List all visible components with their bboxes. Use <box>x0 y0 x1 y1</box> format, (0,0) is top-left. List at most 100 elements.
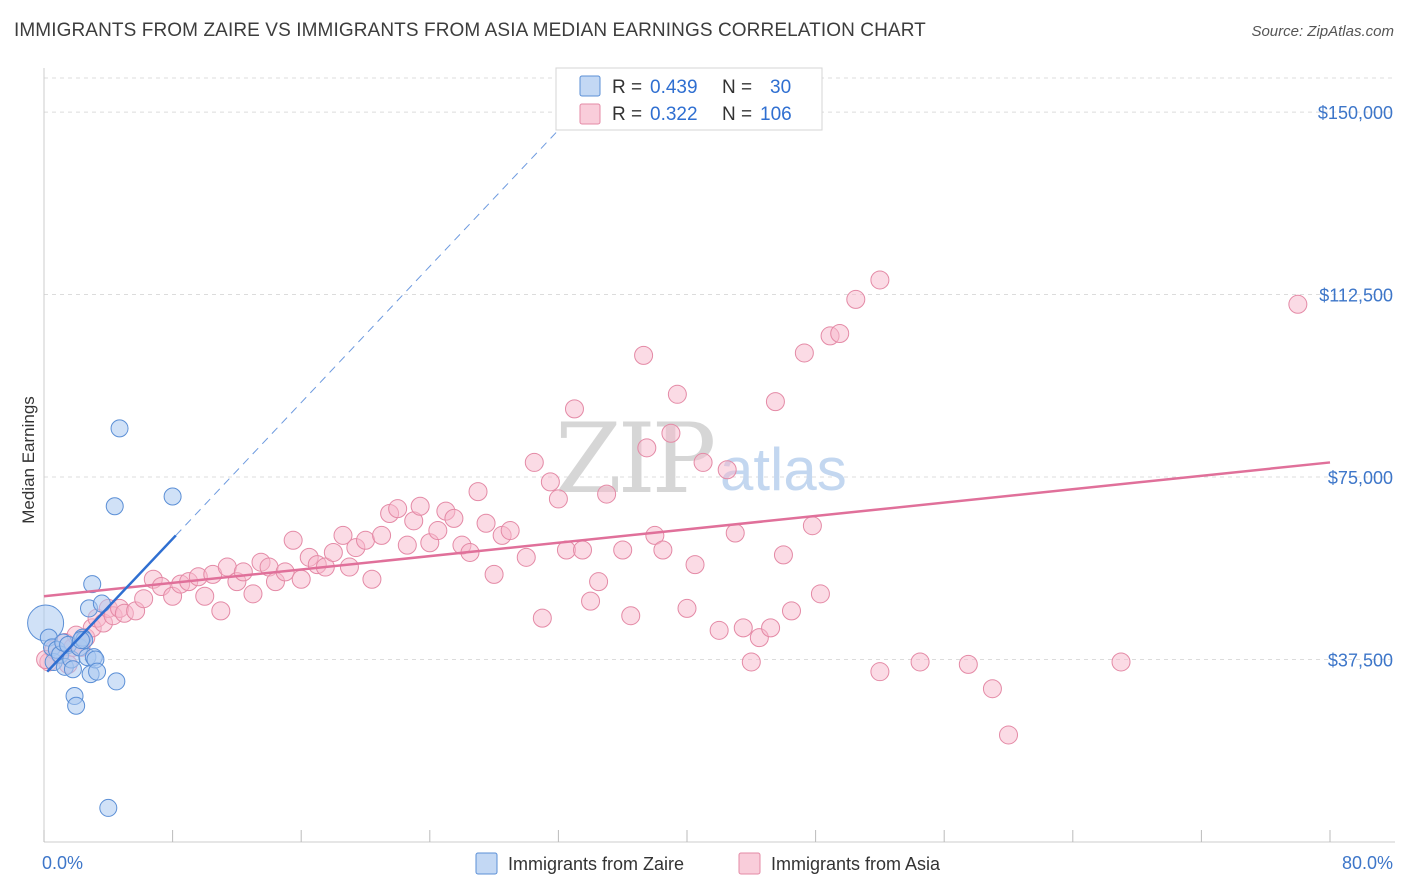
asia-point-53 <box>428 521 448 541</box>
asia-point-78 <box>645 525 665 545</box>
legend-label-asia: Immigrants from Asia <box>771 854 941 874</box>
asia-point-107 <box>1111 652 1131 672</box>
asia-point-58 <box>468 482 488 502</box>
legend-label-zaire: Immigrants from Zaire <box>508 854 684 874</box>
y-tick-label-1: $75,000 <box>1328 468 1393 488</box>
asia-point-45 <box>362 569 382 589</box>
asia-point-24 <box>195 586 215 606</box>
stats-asia-n-label: N = <box>722 104 752 125</box>
stats-swatch-zaire <box>579 75 601 97</box>
asia-point-96 <box>802 516 822 536</box>
asia-point-62 <box>500 521 520 541</box>
asia-point-46 <box>372 525 392 545</box>
zaire-trend-line <box>46 534 177 673</box>
asia-point-66 <box>540 472 560 492</box>
asia-point-51 <box>410 496 430 516</box>
asia-point-75 <box>621 606 641 626</box>
stats-box: R = 0.439 N = 30 R = 0.322 N = 106 <box>555 67 823 131</box>
legend-swatch-zaire <box>475 852 498 875</box>
asia-point-103 <box>910 652 930 672</box>
asia-point-89 <box>741 652 761 672</box>
asia-point-63 <box>516 547 536 567</box>
asia-point-82 <box>677 598 697 618</box>
asia-point-71 <box>581 591 601 611</box>
asia-point-77 <box>637 438 657 458</box>
asia-point-59 <box>476 513 496 533</box>
axes <box>43 68 1395 843</box>
asia-point-79 <box>653 540 673 560</box>
zaire-point-24 <box>99 798 118 817</box>
stats-zaire-n-value: 30 <box>770 77 791 98</box>
watermark-zip: ZIP <box>555 403 714 515</box>
y-tick-label-2: $112,500 <box>1319 286 1393 306</box>
asia-point-69 <box>564 399 584 419</box>
asia-point-29 <box>233 562 253 582</box>
asia-point-35 <box>283 530 303 550</box>
asia-point-91 <box>761 618 781 638</box>
zaire-point-28 <box>163 487 182 506</box>
asia-point-102 <box>870 662 890 682</box>
y-axis-title: Median Earnings <box>19 396 38 524</box>
asia-point-101 <box>870 270 890 290</box>
trend-lines <box>43 129 1331 673</box>
asia-point-95 <box>794 343 814 363</box>
x-tick-label-min: 0.0% <box>42 853 83 873</box>
asia-point-65 <box>532 608 552 628</box>
watermark: ZIP atlas <box>555 403 847 515</box>
asia-point-67 <box>548 489 568 509</box>
zaire-point-23 <box>92 594 111 613</box>
zaire-point-10 <box>63 660 82 679</box>
asia-point-30 <box>243 584 263 604</box>
asia-point-93 <box>773 545 793 565</box>
legend-swatch-asia <box>738 852 761 875</box>
asia-point-80 <box>661 423 681 443</box>
asia-point-70 <box>573 540 593 560</box>
asia-point-92 <box>765 392 785 412</box>
asia-point-49 <box>397 535 417 555</box>
asia-point-48 <box>388 499 408 519</box>
asia-point-72 <box>589 572 609 592</box>
asia-point-55 <box>444 508 464 528</box>
asia-point-88 <box>733 618 753 638</box>
asia-point-83 <box>685 555 705 575</box>
asia-point-41 <box>333 525 353 545</box>
asia-point-60 <box>484 564 504 584</box>
asia-point-17 <box>134 589 154 609</box>
asia-point-81 <box>667 384 687 404</box>
y-tick-labels: $37,500 $75,000 $112,500 $150,000 <box>1318 103 1393 670</box>
asia-point-26 <box>211 601 231 621</box>
stats-asia-r-value: 0.322 <box>650 104 698 125</box>
zaire-point-29 <box>71 631 90 650</box>
zaire-point-26 <box>105 497 124 516</box>
asia-point-99 <box>830 323 850 343</box>
chart-title: IMMIGRANTS FROM ZAIRE VS IMMIGRANTS FROM… <box>14 20 926 41</box>
asia-point-105 <box>982 679 1002 699</box>
asia-point-74 <box>613 540 633 560</box>
watermark-atlas: atlas <box>720 436 847 503</box>
stats-asia-r-label: R = <box>612 104 642 125</box>
asia-point-76 <box>634 345 654 365</box>
asia-point-44 <box>356 530 375 550</box>
zaire-point-27 <box>110 419 129 438</box>
asia-point-97 <box>810 584 830 604</box>
stats-asia-n-value: 106 <box>760 104 792 125</box>
zaire-point-22 <box>88 662 107 681</box>
asia-point-85 <box>709 620 729 640</box>
asia-point-104 <box>958 654 978 674</box>
asia-point-100 <box>846 289 866 309</box>
zaire-point-12 <box>67 696 86 715</box>
asia-point-86 <box>717 460 737 480</box>
stats-swatch-asia <box>579 103 601 125</box>
asia-point-94 <box>781 601 801 621</box>
stats-zaire-r-label: R = <box>612 77 642 98</box>
asia-point-84 <box>693 452 713 472</box>
y-tick-label-3: $150,000 <box>1318 103 1393 123</box>
asia-point-40 <box>323 542 343 562</box>
zaire-point-25 <box>107 672 126 691</box>
zaire-trend-extension <box>175 129 559 536</box>
source-credit: Source: ZipAtlas.com <box>1251 23 1394 40</box>
asia-point-87 <box>725 523 745 543</box>
y-tick-label-0: $37,500 <box>1328 651 1393 671</box>
legend: Immigrants from Zaire Immigrants from As… <box>475 852 941 875</box>
